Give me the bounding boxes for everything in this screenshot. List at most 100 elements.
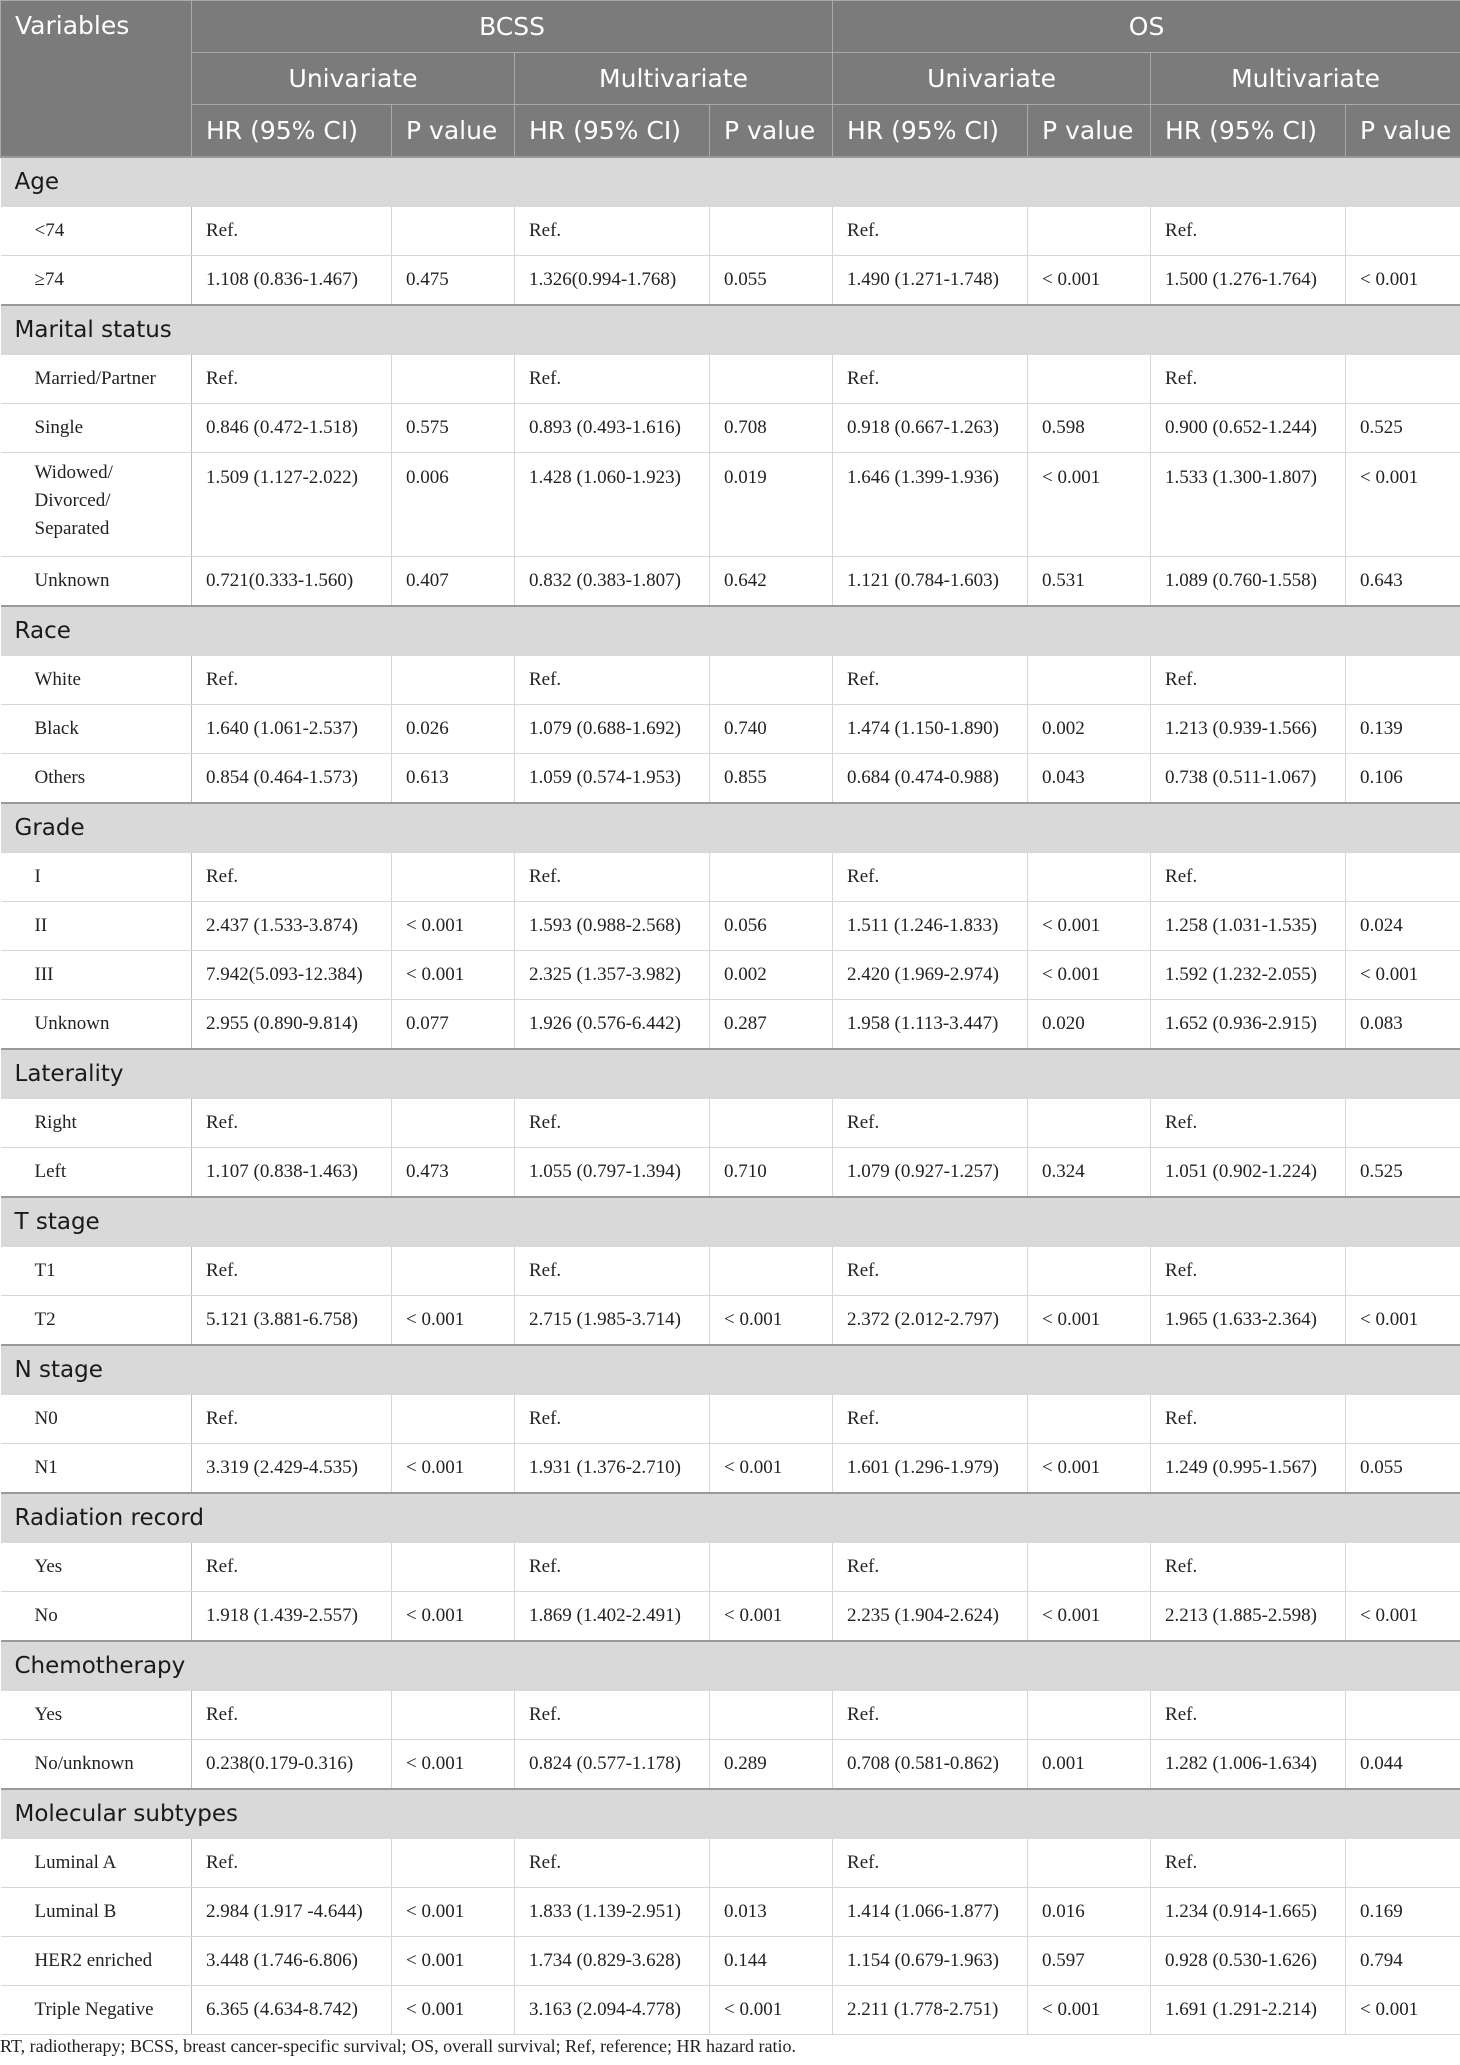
p-value-cell: 0.077 bbox=[391, 999, 515, 1049]
variable-level-cell: Unknown bbox=[0, 556, 192, 606]
hr-ci-cell: Ref. bbox=[832, 1838, 1029, 1888]
p-value-cell: 0.024 bbox=[1345, 901, 1460, 951]
p-value-cell: 0.020 bbox=[1027, 999, 1152, 1049]
p-value-header: P value bbox=[708, 104, 834, 157]
p-value-cell: 0.710 bbox=[709, 1147, 834, 1197]
p-value-cell bbox=[391, 354, 515, 404]
p-value-cell bbox=[709, 852, 834, 902]
p-value-cell: 0.002 bbox=[1027, 704, 1152, 754]
hr-ci-cell: 0.846 (0.472-1.518) bbox=[191, 403, 392, 453]
hr-ci-cell: 0.893 (0.493-1.616) bbox=[514, 403, 710, 453]
p-value-cell bbox=[709, 1394, 834, 1444]
hr-ci-cell: Ref. bbox=[832, 1098, 1029, 1148]
os-multivariate-header: Multivariate bbox=[1150, 52, 1460, 105]
p-value-cell bbox=[391, 1542, 515, 1592]
p-value-cell bbox=[709, 655, 834, 705]
hr-ci-cell: 1.154 (0.679-1.963) bbox=[832, 1936, 1029, 1986]
table-row: T1 Ref. Ref. Ref. Ref. bbox=[0, 1246, 1460, 1296]
table-row: Luminal A Ref. Ref. Ref. Ref. bbox=[0, 1838, 1460, 1888]
hr-ci-cell: Ref. bbox=[1150, 1542, 1347, 1592]
hr-ci-cell: Ref. bbox=[191, 1542, 392, 1592]
p-value-cell bbox=[1345, 1394, 1460, 1444]
table-row: Others 0.854 (0.464-1.573) 0.613 1.059 (0.5… bbox=[0, 753, 1460, 803]
hr-ci-cell: 1.926 (0.576-6.442) bbox=[514, 999, 710, 1049]
section-title: Marital status bbox=[0, 303, 1460, 355]
p-value-cell: 0.019 bbox=[709, 452, 834, 557]
p-value-cell bbox=[709, 1838, 834, 1888]
p-value-cell bbox=[1345, 1246, 1460, 1296]
hr-ci-cell: 0.738 (0.511-1.067) bbox=[1150, 753, 1347, 803]
table-row: N1 3.319 (2.429-4.535) < 0.001 1.931 (1.376… bbox=[0, 1443, 1460, 1493]
hr-ci-cell: 1.640 (1.061-2.537) bbox=[191, 704, 392, 754]
hr-ci-cell: Ref. bbox=[832, 206, 1029, 256]
hr-ci-cell: 3.448 (1.746-6.806) bbox=[191, 1936, 392, 1986]
p-value-cell: 0.144 bbox=[709, 1936, 834, 1986]
variable-level-cell: Others bbox=[0, 753, 192, 803]
section-title: N stage bbox=[0, 1343, 1460, 1395]
table-row: Black 1.640 (1.061-2.537) 0.026 1.079 (0.68… bbox=[0, 704, 1460, 754]
p-value-cell: 0.026 bbox=[391, 704, 515, 754]
p-value-cell bbox=[1027, 852, 1152, 902]
hr-ci-cell: 1.474 (1.150-1.890) bbox=[832, 704, 1029, 754]
hr-ci-cell: Ref. bbox=[832, 1542, 1029, 1592]
table-row: HER2 enriched 3.448 (1.746-6.806) < 0.001 1… bbox=[0, 1936, 1460, 1986]
section-header-row: T stage bbox=[0, 1195, 1460, 1247]
section-title: Race bbox=[0, 604, 1460, 656]
hr-ci-cell: 1.931 (1.376-2.710) bbox=[514, 1443, 710, 1493]
p-value-cell bbox=[1345, 655, 1460, 705]
table-row: White Ref. Ref. Ref. Ref. bbox=[0, 655, 1460, 705]
hr-ci-cell: 1.958 (1.113-3.447) bbox=[832, 999, 1029, 1049]
hr-ci-cell: Ref. bbox=[191, 1690, 392, 1740]
section-header-row: Chemotherapy bbox=[0, 1639, 1460, 1691]
hr-ci-header: HR (95% CI) bbox=[514, 104, 710, 157]
hr-ci-cell: 1.055 (0.797-1.394) bbox=[514, 1147, 710, 1197]
p-value-cell: < 0.001 bbox=[1027, 1591, 1152, 1641]
variable-level-cell: Black bbox=[0, 704, 192, 754]
table-footnote: RT, radiotherapy; BCSS, breast cancer-sp… bbox=[0, 2036, 796, 2056]
hr-ci-cell: Ref. bbox=[514, 1690, 710, 1740]
section-header-row: Age bbox=[0, 155, 1460, 207]
variable-level-cell: N1 bbox=[0, 1443, 192, 1493]
variable-level-cell: N0 bbox=[0, 1394, 192, 1444]
table-row: Unknown 0.721(0.333-1.560) 0.407 0.832 (0.3… bbox=[0, 556, 1460, 606]
hr-ci-cell: Ref. bbox=[191, 1246, 392, 1296]
variable-level-cell: Yes bbox=[0, 1542, 192, 1592]
p-value-cell: 0.613 bbox=[391, 753, 515, 803]
table-body: Age <74 Ref. Ref. Ref. Ref. ≥74 1.108 (0.836-1.… bbox=[0, 155, 1460, 2035]
hr-ci-header: HR (95% CI) bbox=[832, 104, 1029, 157]
os-univariate-header: Univariate bbox=[832, 52, 1152, 105]
hr-ci-cell: 1.646 (1.399-1.936) bbox=[832, 452, 1029, 557]
p-value-cell bbox=[709, 1098, 834, 1148]
p-value-cell bbox=[1345, 354, 1460, 404]
p-value-cell: 0.324 bbox=[1027, 1147, 1152, 1197]
variable-level-cell: II bbox=[0, 901, 192, 951]
hr-ci-cell: Ref. bbox=[514, 1098, 710, 1148]
variable-level-cell: Triple Negative bbox=[0, 1985, 192, 2035]
table-row: III 7.942(5.093-12.384) < 0.001 2.325 (1.35… bbox=[0, 950, 1460, 1000]
variable-level-cell: T1 bbox=[0, 1246, 192, 1296]
hr-ci-cell: Ref. bbox=[1150, 655, 1347, 705]
p-value-cell: 0.289 bbox=[709, 1739, 834, 1789]
variable-level-cell: Yes bbox=[0, 1690, 192, 1740]
p-value-cell: 0.013 bbox=[709, 1887, 834, 1937]
hr-ci-cell: 2.213 (1.885-2.598) bbox=[1150, 1591, 1347, 1641]
hr-ci-cell: 1.282 (1.006-1.634) bbox=[1150, 1739, 1347, 1789]
p-value-cell: < 0.001 bbox=[1027, 1985, 1152, 2035]
p-value-cell bbox=[391, 1394, 515, 1444]
p-value-cell bbox=[391, 206, 515, 256]
hr-ci-cell: 0.708 (0.581-0.862) bbox=[832, 1739, 1029, 1789]
bcss-multivariate-header: Multivariate bbox=[513, 52, 834, 105]
hr-ci-cell: Ref. bbox=[191, 1394, 392, 1444]
p-value-cell: 0.642 bbox=[709, 556, 834, 606]
p-value-cell: < 0.001 bbox=[1345, 1295, 1460, 1345]
hr-ci-cell: Ref. bbox=[1150, 1246, 1347, 1296]
hr-ci-cell: Ref. bbox=[191, 1838, 392, 1888]
table-row: <74 Ref. Ref. Ref. Ref. bbox=[0, 206, 1460, 256]
p-value-cell: 0.708 bbox=[709, 403, 834, 453]
hr-ci-cell: 6.365 (4.634-8.742) bbox=[191, 1985, 392, 2035]
hr-ci-cell: 1.428 (1.060-1.923) bbox=[514, 452, 710, 557]
p-value-cell: < 0.001 bbox=[709, 1443, 834, 1493]
variable-level-cell: I bbox=[0, 852, 192, 902]
p-value-cell bbox=[1027, 1394, 1152, 1444]
